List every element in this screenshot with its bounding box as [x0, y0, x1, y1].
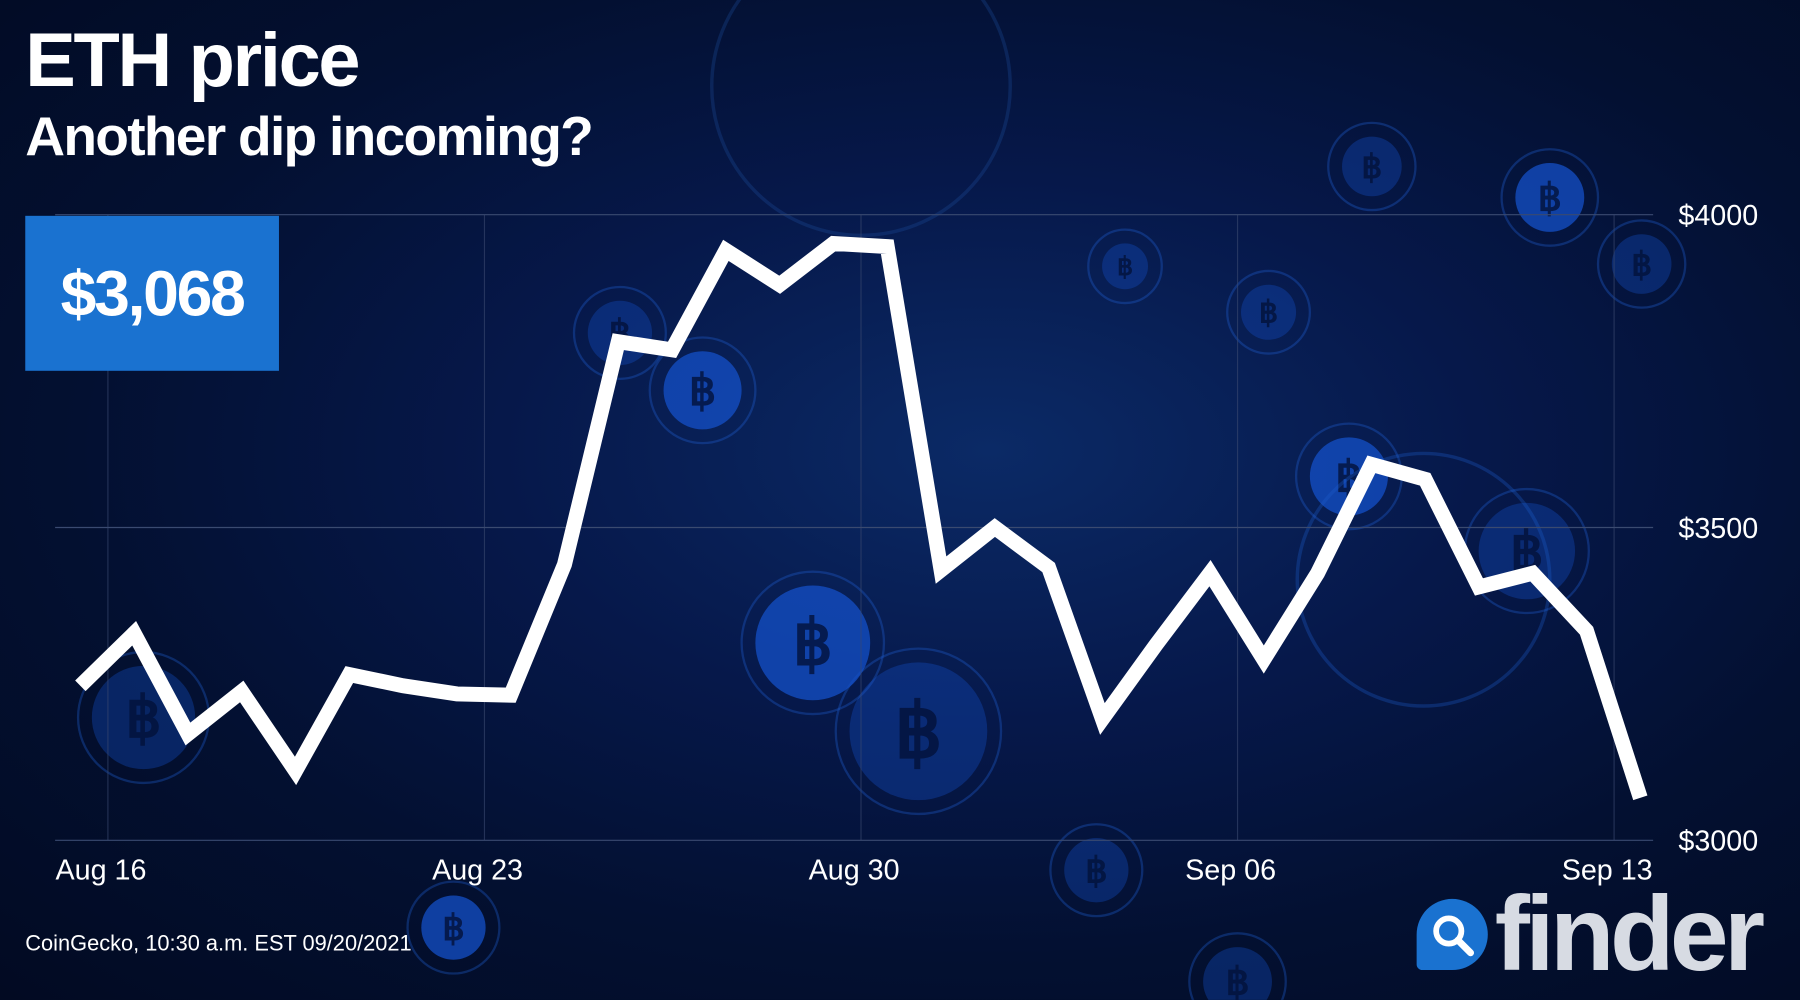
y-tick-label: $3500 [1678, 513, 1758, 545]
chart-subtitle: Another dip incoming? [25, 106, 594, 168]
svg-text:฿: ฿ [1259, 297, 1278, 330]
bitcoin-coin-icon: ฿ [1596, 219, 1687, 309]
bitcoin-coin-icon: ฿ [1087, 228, 1163, 305]
bitcoin-coin-icon: ฿ [1226, 269, 1312, 355]
bitcoin-coin-icon: ฿ [1327, 121, 1417, 212]
bitcoin-coin-icon: ฿ [1188, 932, 1287, 1000]
source-note: CoinGecko, 10:30 a.m. EST 09/20/2021 [25, 932, 412, 957]
bitcoin-coin-icon: ฿ [834, 647, 1003, 816]
current-price-badge: $3,068 [25, 215, 279, 371]
bitcoin-coin-icon: ฿ [740, 570, 886, 716]
logo-text: finder [1494, 875, 1765, 994]
bitcoin-coin-icon: ฿ [648, 336, 757, 445]
svg-text:฿: ฿ [689, 367, 716, 415]
svg-text:฿: ฿ [1538, 178, 1562, 220]
svg-text:฿: ฿ [125, 687, 161, 750]
finder-logo: finder [1416, 875, 1765, 994]
bitcoin-coin-icon: ฿ [406, 880, 501, 975]
current-price: $3,068 [60, 257, 246, 330]
svg-text:฿: ฿ [1631, 245, 1652, 282]
x-tick-label: Aug 23 [432, 854, 523, 886]
svg-text:฿: ฿ [1361, 148, 1382, 185]
svg-text:฿: ฿ [793, 609, 833, 679]
y-tick-label: $4000 [1678, 200, 1758, 232]
svg-text:฿: ฿ [894, 689, 942, 774]
magnifier-icon [1416, 898, 1488, 971]
svg-text:฿: ฿ [1117, 253, 1133, 281]
svg-text:฿: ฿ [1225, 962, 1249, 1000]
y-tick-label: $3000 [1678, 826, 1758, 858]
x-tick-label: Aug 16 [56, 854, 147, 886]
svg-text:฿: ฿ [442, 909, 465, 948]
x-tick-label: Sep 13 [1562, 854, 1653, 886]
svg-text:฿: ฿ [1085, 851, 1108, 890]
bitcoin-coin-icon: ฿ [1049, 823, 1144, 918]
x-tick-label: Aug 30 [809, 854, 900, 886]
price-line [75, 235, 1648, 801]
chart-title: ETH price [25, 17, 360, 103]
x-tick-label: Sep 06 [1185, 854, 1276, 886]
